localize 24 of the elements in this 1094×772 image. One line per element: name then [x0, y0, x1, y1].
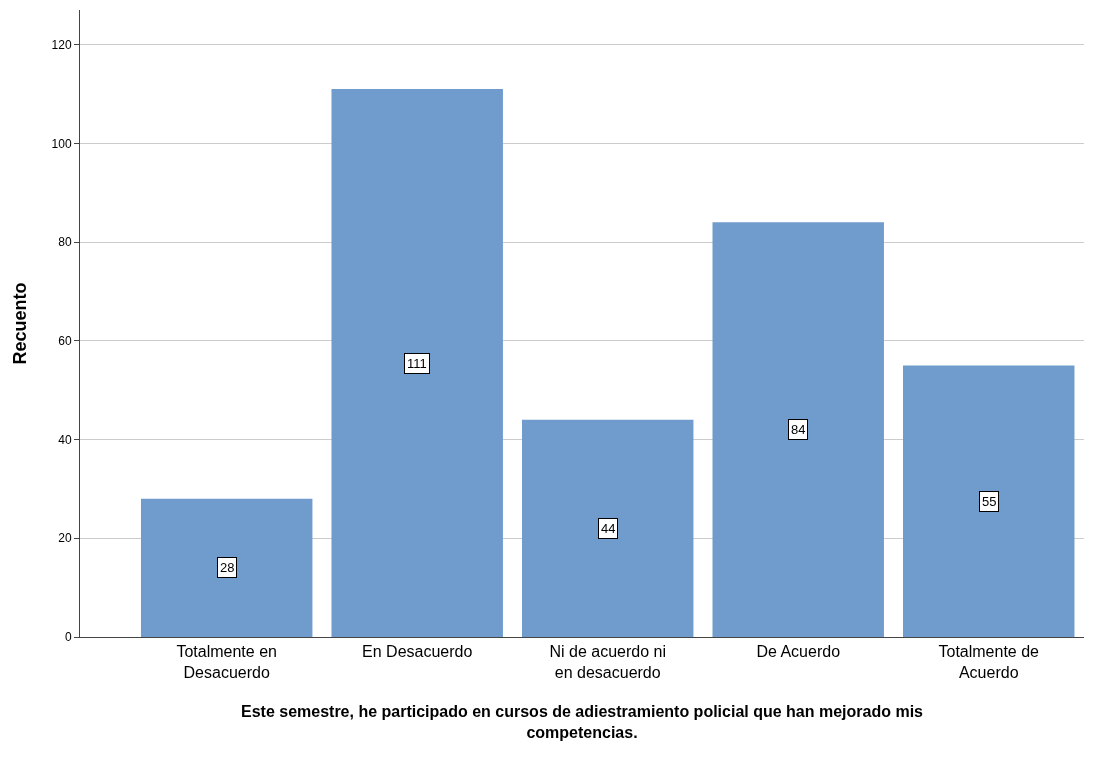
y-axis-title: Recuento: [9, 282, 30, 365]
data-label: 44: [601, 521, 616, 536]
data-label: 28: [220, 560, 235, 575]
x-tick-label: De Acuerdo: [756, 643, 841, 661]
x-axis-title: Este semestre, he participado en cursos de adiestramiento policial que han mejorado mis competencias.: [241, 702, 924, 741]
x-tick-label: Totalmente de Acuerdo: [938, 643, 1040, 681]
bar: [521, 419, 694, 637]
x-tick-label: Totalmente en Desacuerdo: [176, 643, 277, 681]
y-tick-label: 120: [51, 37, 72, 52]
bar: [140, 498, 313, 637]
y-tick-label: 60: [58, 333, 72, 348]
y-tick-label: 20: [58, 531, 72, 546]
bar: [331, 88, 503, 637]
y-tick-label: 100: [51, 136, 72, 151]
x-tick-label: Ni de acuerdo ni en desacuerdo: [549, 643, 666, 681]
y-tick-label: 0: [64, 630, 72, 645]
y-tick-label: 40: [58, 432, 72, 447]
data-label: 55: [982, 494, 997, 509]
bar: [903, 365, 1075, 637]
x-tick-label: En Desacuerdo: [362, 643, 473, 661]
y-tick-label: 80: [58, 235, 72, 250]
bar: [712, 222, 884, 637]
data-label: 111: [407, 356, 427, 371]
data-label: 84: [791, 422, 806, 437]
